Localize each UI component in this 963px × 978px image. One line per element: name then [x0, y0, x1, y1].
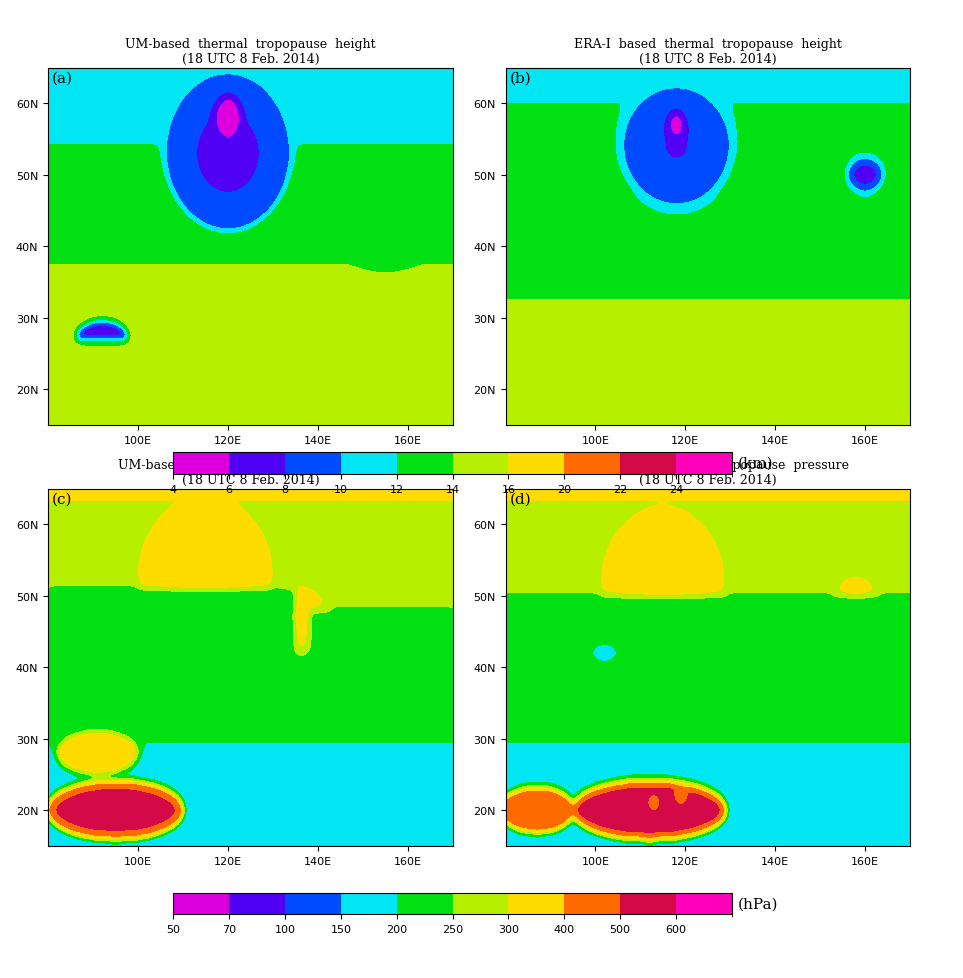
Text: (a): (a) — [52, 72, 73, 86]
Title: UM-based  thermal  tropopause  height
(18 UTC 8 Feb. 2014): UM-based thermal tropopause height (18 U… — [125, 38, 376, 66]
Text: (c): (c) — [52, 493, 72, 507]
Text: (hPa): (hPa) — [738, 897, 778, 911]
Text: (b): (b) — [509, 72, 532, 86]
Title: ERA-I  based  thermal  tropopause  height
(18 UTC 8 Feb. 2014): ERA-I based thermal tropopause height (1… — [574, 38, 842, 66]
Text: (km): (km) — [738, 457, 773, 470]
Text: (d): (d) — [509, 493, 532, 507]
Title: ERA-I  based  thermal  tropopause  pressure
(18 UTC 8 Feb. 2014): ERA-I based thermal tropopause pressure … — [566, 459, 849, 486]
Title: UM-based  thermal  tropopause  pressure
(18 UTC 8 Feb. 2014): UM-based thermal tropopause pressure (18… — [117, 459, 383, 486]
